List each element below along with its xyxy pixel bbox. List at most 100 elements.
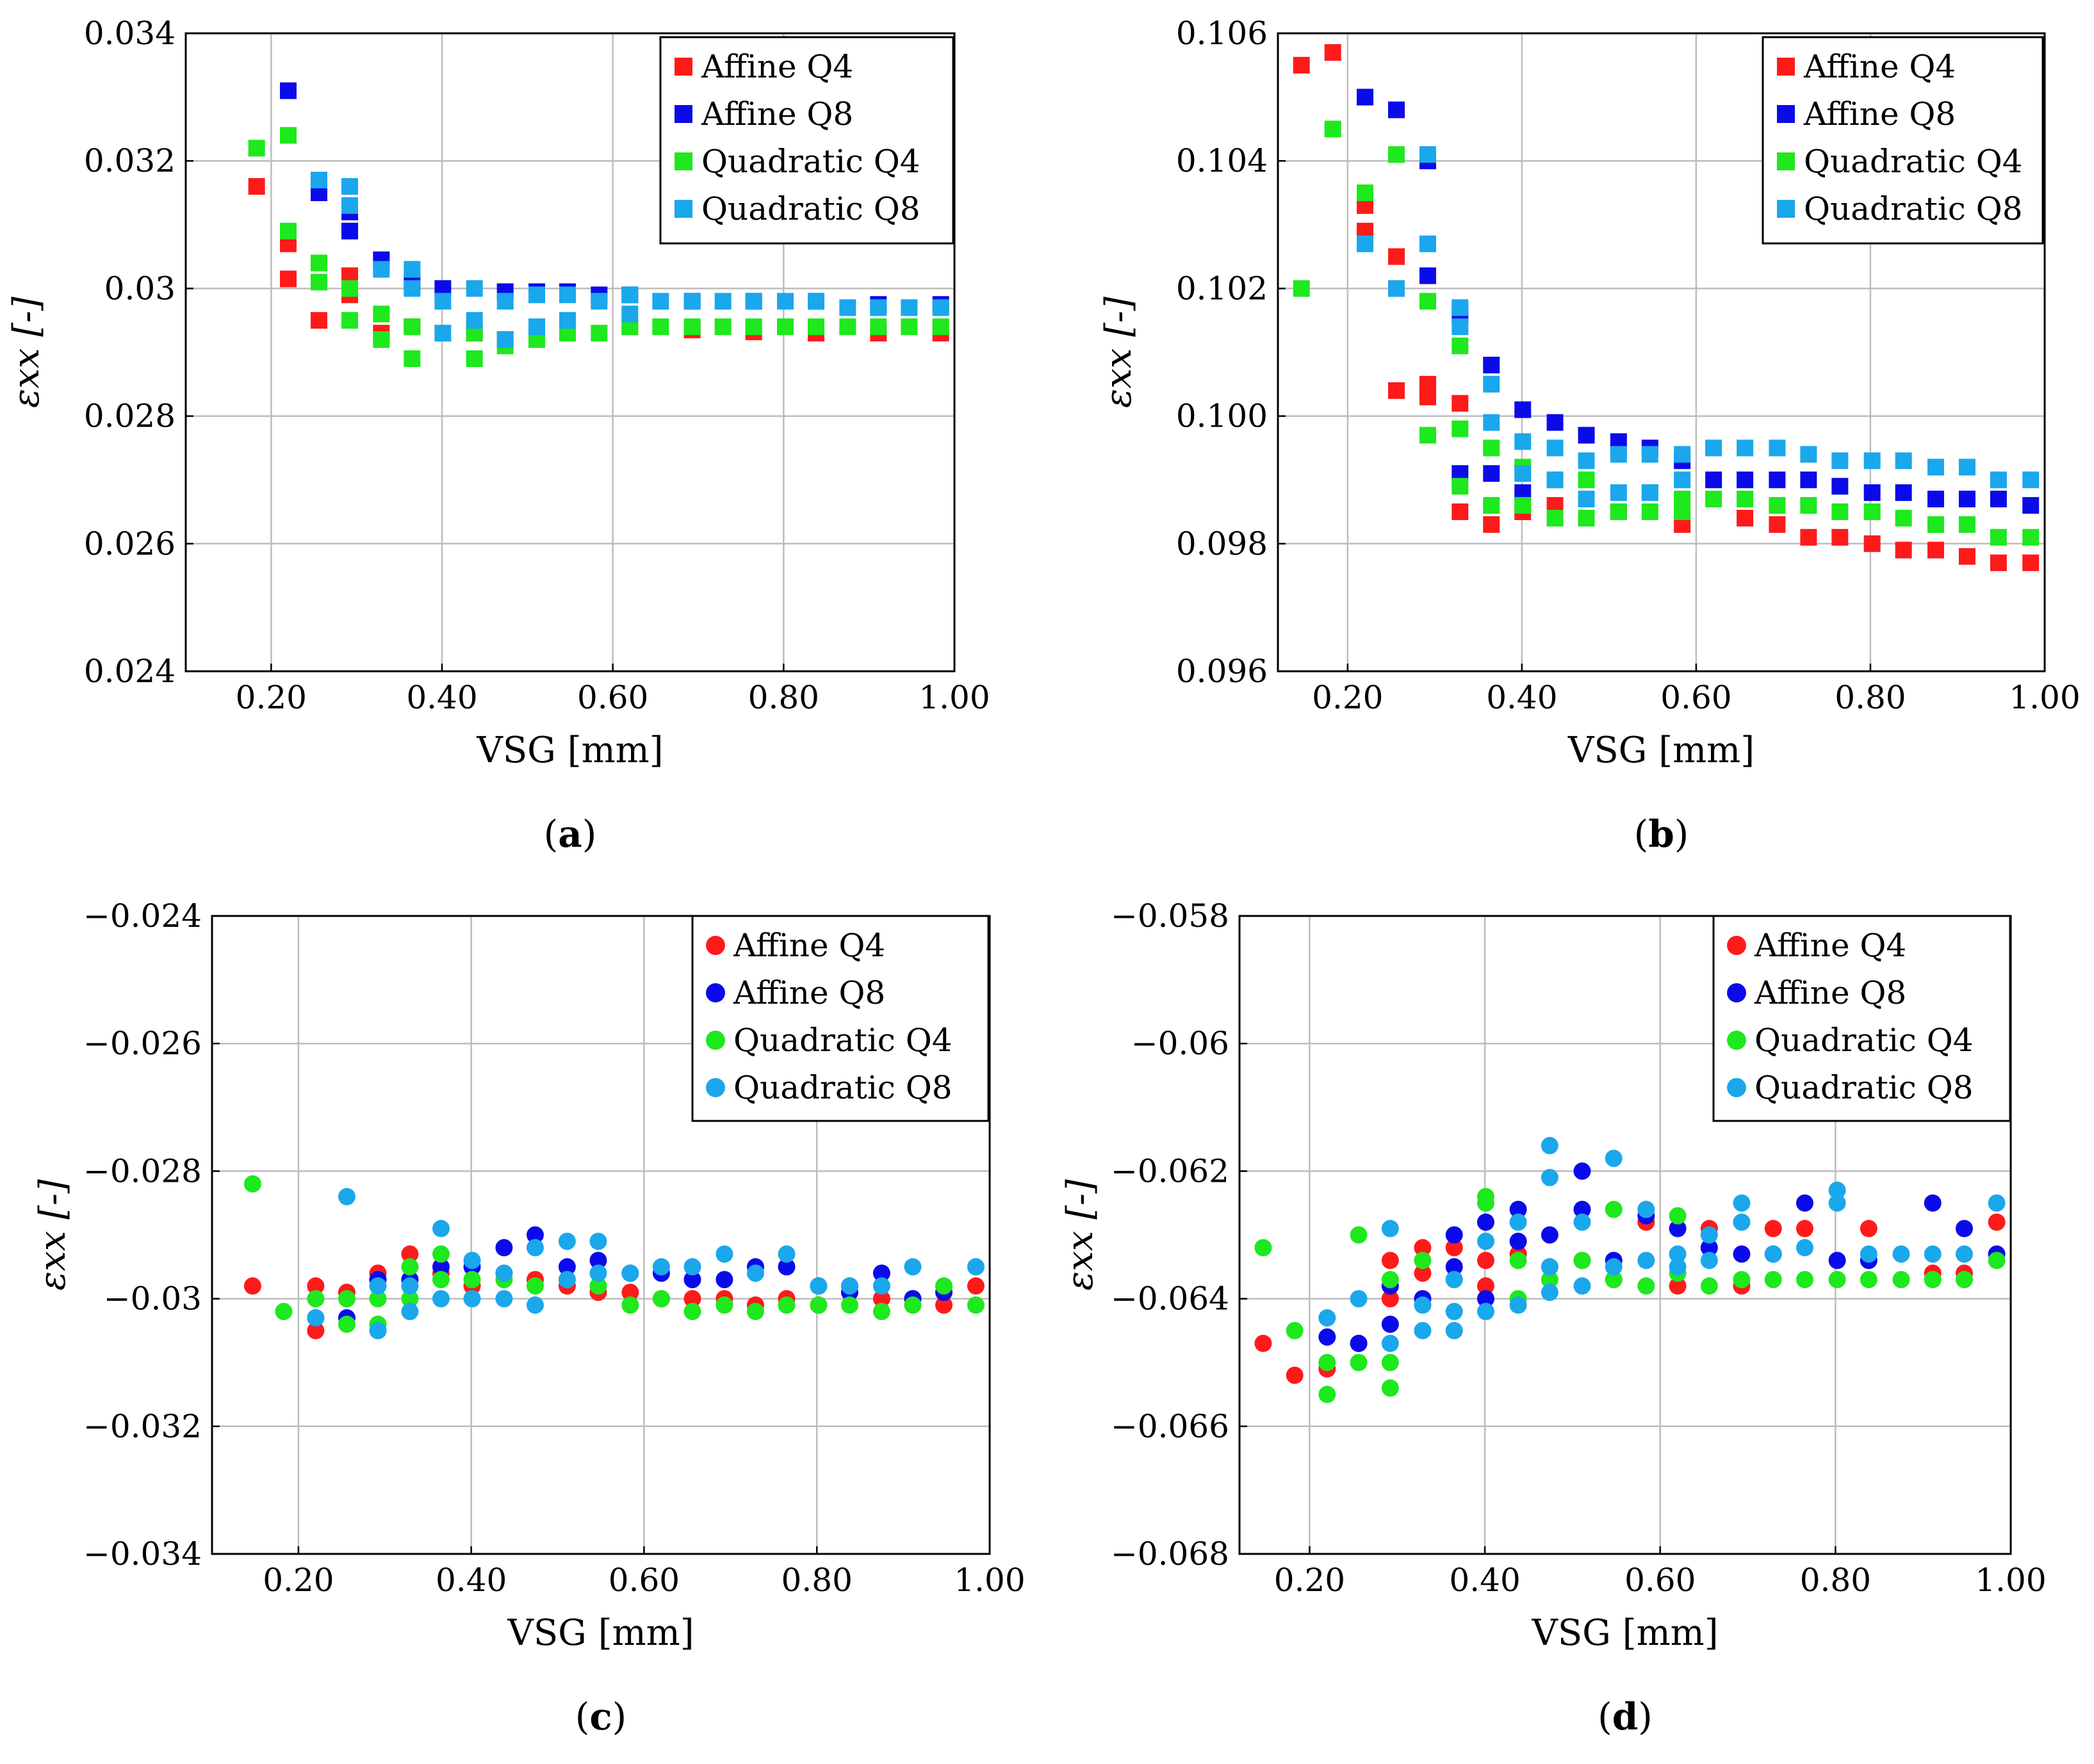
- data-point-affine-q8: [589, 1252, 607, 1270]
- data-point-affine-q4: [1254, 1334, 1272, 1352]
- data-point-quadratic-q4: [870, 318, 887, 336]
- legend-marker: [1727, 936, 1746, 955]
- data-point-quadratic-q4: [1924, 1271, 1942, 1289]
- data-point-quadratic-q4: [746, 1303, 764, 1321]
- y-axis-label: εxx [-]: [1098, 297, 1140, 408]
- data-point-affine-q8: [1509, 1200, 1527, 1218]
- y-tick-label: −0.028: [83, 1152, 202, 1189]
- data-point-quadratic-q8: [1476, 1303, 1494, 1321]
- data-point-affine-q8: [1800, 471, 1817, 489]
- data-point-quadratic-q4: [432, 1271, 450, 1289]
- data-point-quadratic-q4: [683, 318, 701, 336]
- data-point-quadratic-q4: [778, 1296, 796, 1314]
- x-axis-label: VSG [mm]: [1531, 1612, 1718, 1654]
- data-point-quadratic-q8: [1637, 1200, 1655, 1218]
- data-point-quadratic-q4: [404, 350, 421, 367]
- data-point-quadratic-q8: [1610, 484, 1627, 502]
- data-point-quadratic-q8: [1452, 299, 1469, 316]
- legend-box: [691, 915, 990, 1122]
- data-point-quadratic-q8: [1795, 1239, 1813, 1257]
- data-point-quadratic-q8: [404, 261, 421, 278]
- x-tick-label: 0.40: [1449, 1562, 1520, 1599]
- legend-label: Affine Q4: [1803, 48, 1956, 85]
- data-point-quadratic-q8: [307, 1309, 325, 1327]
- data-point-quadratic-q8: [1605, 1258, 1623, 1276]
- data-point-affine-q8: [1483, 465, 1500, 482]
- legend-label: Quadratic Q4: [1804, 143, 2023, 180]
- data-point-quadratic-q4: [591, 325, 608, 342]
- data-point-quadratic-q4: [1733, 1271, 1751, 1289]
- y-tick-label: −0.026: [83, 1025, 202, 1062]
- data-point-quadratic-q4: [872, 1303, 890, 1321]
- data-point-quadratic-q4: [1700, 1277, 1718, 1295]
- data-point-quadratic-q8: [1669, 1258, 1687, 1276]
- data-point-affine-q4: [1895, 541, 1912, 559]
- y-tick-label: 0.104: [1176, 142, 1268, 179]
- data-point-affine-q8: [1927, 491, 1944, 508]
- x-tick-label: 0.80: [1800, 1562, 1871, 1599]
- data-point-affine-q8: [341, 222, 358, 240]
- data-point-quadratic-q8: [1674, 446, 1691, 463]
- y-tick-label: −0.03: [104, 1280, 202, 1318]
- data-point-affine-q4: [1445, 1239, 1463, 1257]
- y-tick-label: 0.102: [1176, 270, 1268, 307]
- data-point-quadratic-q8: [652, 293, 669, 310]
- data-point-quadratic-q4: [1800, 497, 1817, 514]
- data-point-quadratic-q8: [1733, 1194, 1751, 1212]
- data-point-affine-q4: [1476, 1277, 1494, 1295]
- x-tick-label: 0.60: [1624, 1562, 1696, 1599]
- plot-frame: [1238, 915, 2012, 1555]
- data-point-quadratic-q4: [1958, 516, 1975, 533]
- data-point-quadratic-q8: [463, 1290, 481, 1308]
- data-point-quadratic-q8: [369, 1277, 387, 1295]
- x-tick-label: 0.40: [1486, 679, 1557, 716]
- data-point-affine-q4: [1958, 548, 1975, 565]
- y-axis-label: εxx [-]: [6, 297, 47, 408]
- data-point-affine-q8: [2022, 497, 2040, 514]
- data-point-affine-q4: [1800, 528, 1817, 546]
- data-points: [1254, 1137, 2006, 1403]
- data-point-quadratic-q8: [432, 1220, 450, 1237]
- data-point-quadratic-q8: [621, 306, 639, 323]
- data-point-quadratic-q4: [369, 1290, 387, 1308]
- data-point-affine-q4: [1414, 1239, 1432, 1257]
- chart-c: 0.20 0.40 0.60 0.80 1.00 −0.034 −0.032 −0.03 −0.…: [32, 897, 1026, 1738]
- data-points: [1293, 44, 2040, 571]
- data-point-quadratic-q4: [1324, 120, 1341, 138]
- y-tick-label: −0.064: [1111, 1280, 1229, 1318]
- data-point-quadratic-q4: [1927, 516, 1944, 533]
- data-point-affine-q4: [1764, 1220, 1782, 1237]
- data-point-quadratic-q8: [2022, 471, 2040, 489]
- legend-marker: [1777, 200, 1795, 218]
- chart-a: 0.20 0.40 0.60 0.80 1.00 0.024 0.026 0.028 0.03 0…: [6, 15, 990, 856]
- data-point-affine-q4: [621, 1284, 639, 1302]
- data-point-quadratic-q8: [1958, 459, 1975, 476]
- data-point-quadratic-q8: [1800, 446, 1817, 463]
- legend-marker: [1777, 105, 1795, 123]
- legend: Affine Q4 Affine Q8 Quadratic Q4 Quadratic …: [691, 915, 990, 1122]
- data-point-affine-q4: [1286, 1366, 1304, 1384]
- data-point-quadratic-q8: [1476, 1232, 1494, 1250]
- data-point-quadratic-q4: [935, 1277, 953, 1295]
- data-point-quadratic-q8: [373, 261, 390, 278]
- data-point-quadratic-q8: [1578, 452, 1595, 470]
- data-point-quadratic-q8: [1924, 1245, 1942, 1263]
- x-tick-label: 1.00: [954, 1562, 1025, 1599]
- data-point-affine-q8: [432, 1258, 450, 1276]
- data-point-quadratic-q8: [621, 286, 639, 304]
- x-tick-label: 0.60: [1660, 679, 1731, 716]
- data-point-quadratic-q4: [652, 318, 669, 336]
- panel-caption: (c): [575, 1695, 627, 1738]
- data-point-affine-q8: [280, 82, 297, 99]
- data-point-quadratic-q8: [495, 1290, 513, 1308]
- data-point-quadratic-q8: [1452, 318, 1469, 336]
- data-point-affine-q8: [1924, 1194, 1942, 1212]
- data-point-quadratic-q8: [558, 1271, 576, 1289]
- data-point-quadratic-q4: [1419, 427, 1436, 444]
- data-point-quadratic-q4: [1483, 497, 1500, 514]
- data-point-quadratic-q4: [1705, 491, 1722, 508]
- data-point-quadratic-q8: [967, 1258, 985, 1276]
- data-point-quadratic-q4: [839, 318, 856, 336]
- data-point-affine-q4: [280, 270, 297, 288]
- panel-caption: (d): [1598, 1695, 1653, 1738]
